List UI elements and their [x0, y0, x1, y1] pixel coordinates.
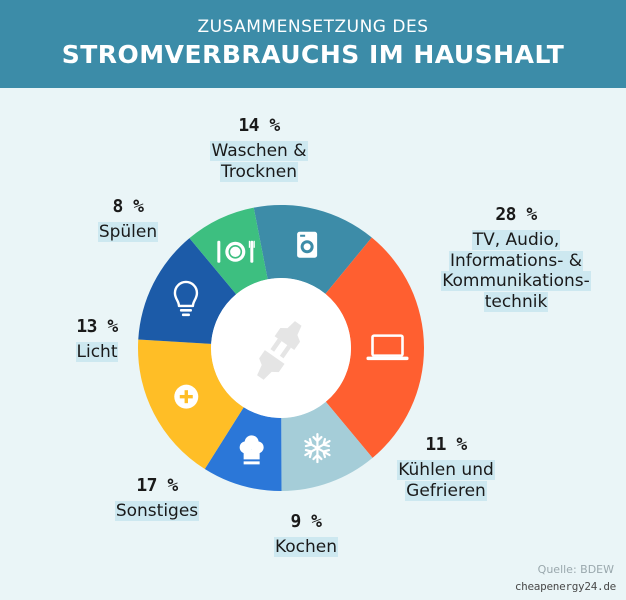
- category-label-waschen: Waschen & Trocknen: [210, 140, 308, 182]
- brand-watermark: cheapenergy24.de: [514, 580, 616, 593]
- value-label-tv: 28 %: [495, 204, 537, 225]
- label-kuehlen: 11 % Kühlen und Gefrieren: [380, 434, 512, 501]
- chef-hat-icon: [239, 435, 264, 465]
- value-label-sonstiges: 17 %: [136, 475, 178, 496]
- slice-licht: [138, 238, 237, 344]
- header-banner: ZUSAMMENSETZUNG DES STROMVERBRAUCHS IM H…: [0, 0, 626, 88]
- plug-icon: [257, 321, 302, 380]
- label-sonstiges: 17 % Sonstiges: [96, 475, 218, 522]
- label-waschen: 14 % Waschen & Trocknen: [184, 115, 334, 182]
- label-tv: 28 % TV, Audio, Informations- & Kommunik…: [420, 204, 612, 313]
- laptop-icon: [366, 334, 409, 361]
- category-label-kochen: Kochen: [273, 536, 339, 557]
- value-label-waschen: 14 %: [238, 115, 280, 136]
- label-kochen: 9 % Kochen: [248, 511, 364, 558]
- value-label-licht: 13 %: [76, 316, 118, 337]
- category-label-kuehlen: Kühlen und Gefrieren: [397, 459, 495, 501]
- category-label-sonstiges: Sonstiges: [114, 500, 200, 521]
- chart-title: STROMVERBRAUCHS IM HAUSHALT: [61, 40, 565, 69]
- category-label-tv: TV, Audio, Informations- & Kommunikation…: [441, 229, 591, 313]
- label-licht: 13 % Licht: [52, 316, 142, 363]
- label-spuelen: 8 % Spülen: [82, 196, 174, 243]
- value-label-kochen: 9 %: [290, 511, 322, 532]
- lightbulb-icon: [173, 280, 199, 317]
- snowflake-icon: [304, 432, 331, 464]
- plus-circle-icon: [174, 384, 199, 409]
- donut-hole: [211, 278, 351, 418]
- value-label-kuehlen: 11 %: [425, 434, 467, 455]
- plate-cutlery-icon: [217, 240, 255, 263]
- chart-subtitle: ZUSAMMENSETZUNG DES: [197, 17, 429, 37]
- category-label-spuelen: Spülen: [97, 221, 159, 242]
- slice-tv: [325, 237, 424, 458]
- washing-machine-icon: [297, 231, 318, 258]
- category-label-licht: Licht: [75, 341, 119, 362]
- value-label-spuelen: 8 %: [112, 196, 144, 217]
- source-note: Quelle: BDEW: [537, 563, 614, 576]
